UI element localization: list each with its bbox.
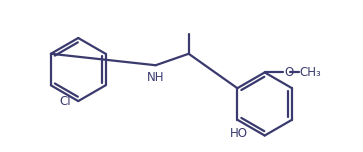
Text: HO: HO	[230, 127, 248, 140]
Text: Cl: Cl	[60, 95, 71, 108]
Text: NH: NH	[147, 71, 164, 84]
Text: O: O	[284, 66, 293, 79]
Text: CH₃: CH₃	[300, 66, 322, 79]
